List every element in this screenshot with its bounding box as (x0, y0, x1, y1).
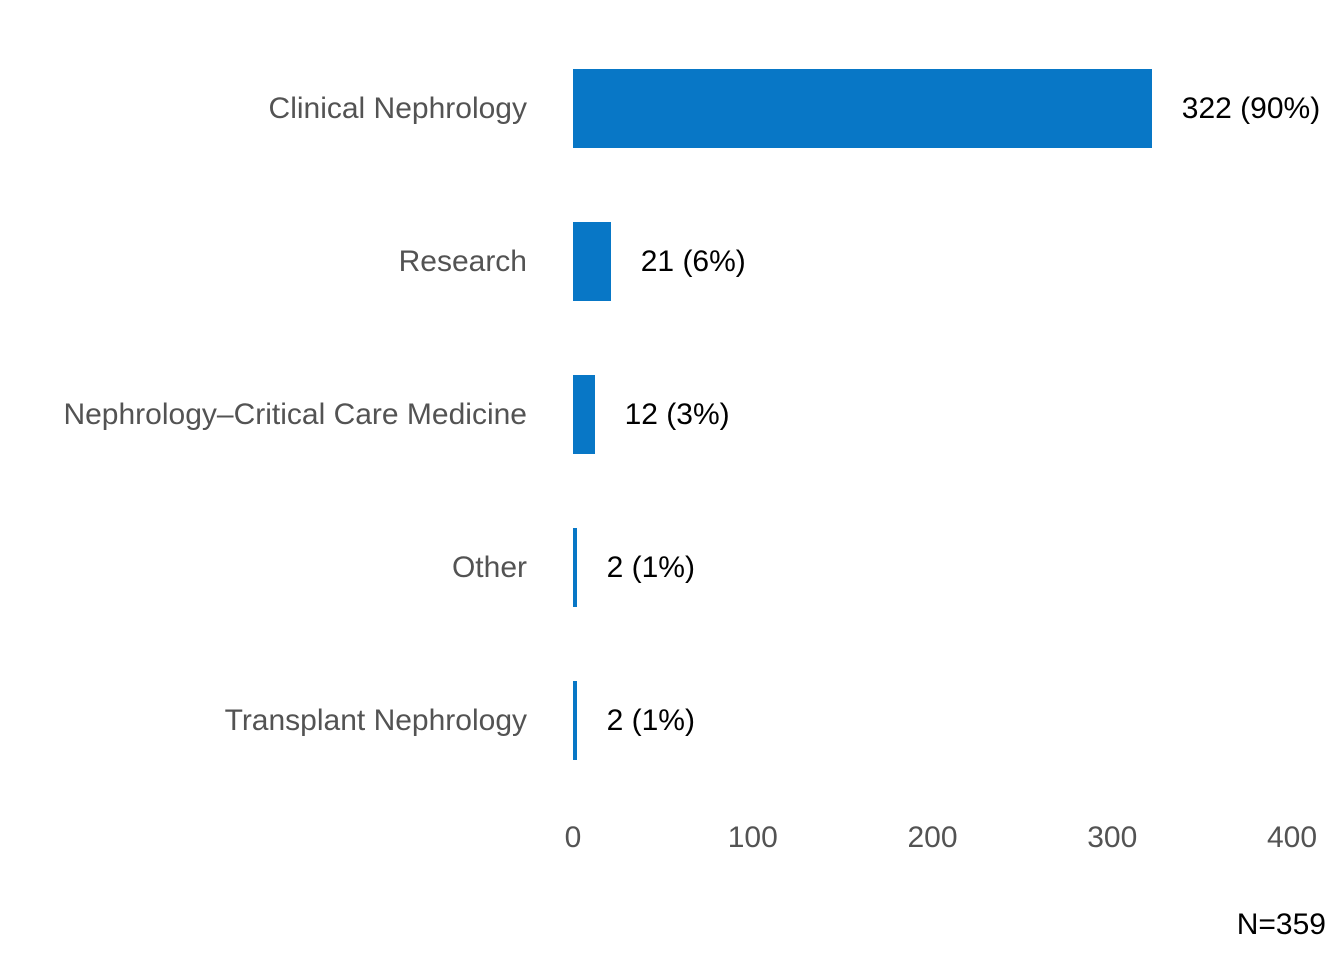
chart-row: Other 2 (1%) (0, 491, 1344, 644)
x-tick-label: 400 (1266, 821, 1318, 854)
bar (573, 69, 1152, 148)
chart-row: Clinical Nephrology 322 (90%) (0, 32, 1344, 185)
value-label: 322 (90%) (1181, 91, 1321, 125)
bar (573, 681, 577, 760)
x-tick-label: 0 (564, 821, 582, 854)
plot-cell: 12 (3%) (573, 338, 1344, 491)
bar (573, 222, 611, 301)
category-label: Transplant Nephrology (224, 703, 527, 737)
value-label: 2 (1%) (606, 550, 695, 584)
x-tick-label: 100 (727, 821, 778, 854)
value-label: 21 (6%) (640, 244, 746, 278)
bar (573, 528, 577, 607)
x-tick-label: 200 (907, 821, 958, 854)
plot-cell: 21 (6%) (573, 185, 1344, 338)
chart-rows: Clinical Nephrology 322 (90%) Research 21 (… (0, 32, 1344, 797)
plot-cell: 2 (1%) (573, 644, 1344, 797)
value-label: 12 (3%) (624, 397, 730, 431)
value-label: 2 (1%) (606, 703, 695, 737)
chart-row: Transplant Nephrology 2 (1%) (0, 644, 1344, 797)
category-label: Nephrology–Critical Care Medicine (63, 397, 527, 431)
plot-cell: 2 (1%) (573, 491, 1344, 644)
x-tick-label: 300 (1087, 821, 1138, 854)
plot-cell: 322 (90%) (573, 32, 1344, 185)
category-label: Research (398, 244, 527, 278)
sample-size-note: N=359 (1236, 908, 1326, 941)
bar (573, 375, 595, 454)
x-axis: 0 100 200 300 400 (0, 821, 1344, 857)
category-label: Other (451, 550, 527, 584)
category-label: Clinical Nephrology (268, 91, 527, 125)
chart-row: Research 21 (6%) (0, 185, 1344, 338)
chart-row: Nephrology–Critical Care Medicine 12 (3%) (0, 338, 1344, 491)
